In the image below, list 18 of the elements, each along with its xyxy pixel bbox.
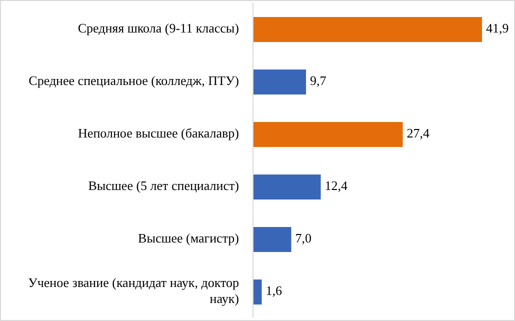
y-tick-label: Высшее (магистр): [138, 230, 239, 246]
y-tick-label: Неполное высшее (бакалавр): [78, 125, 239, 140]
bar: [253, 174, 321, 200]
data-label: 9,7: [310, 72, 327, 88]
y-tick-label: Высшее (5 лет специалист): [88, 178, 239, 193]
bar: [253, 280, 262, 304]
bar: [253, 122, 403, 147]
bar: [253, 17, 482, 42]
data-label: 41,9: [486, 20, 509, 36]
bar: [253, 70, 306, 94]
data-label: 27,4: [406, 125, 430, 140]
bar: [253, 227, 292, 252]
y-tick-label: Средняя школа (9-11 классы): [78, 20, 239, 36]
y-tick-label: Среднее специальное (колледж, ПТУ): [28, 72, 239, 88]
y-tick-label: Ученое звание (кандидат наук, доктор наук): [28, 274, 239, 306]
data-label: 7,0: [295, 230, 312, 246]
data-label: 12,4: [324, 178, 348, 193]
data-label: 1,6: [266, 282, 282, 298]
